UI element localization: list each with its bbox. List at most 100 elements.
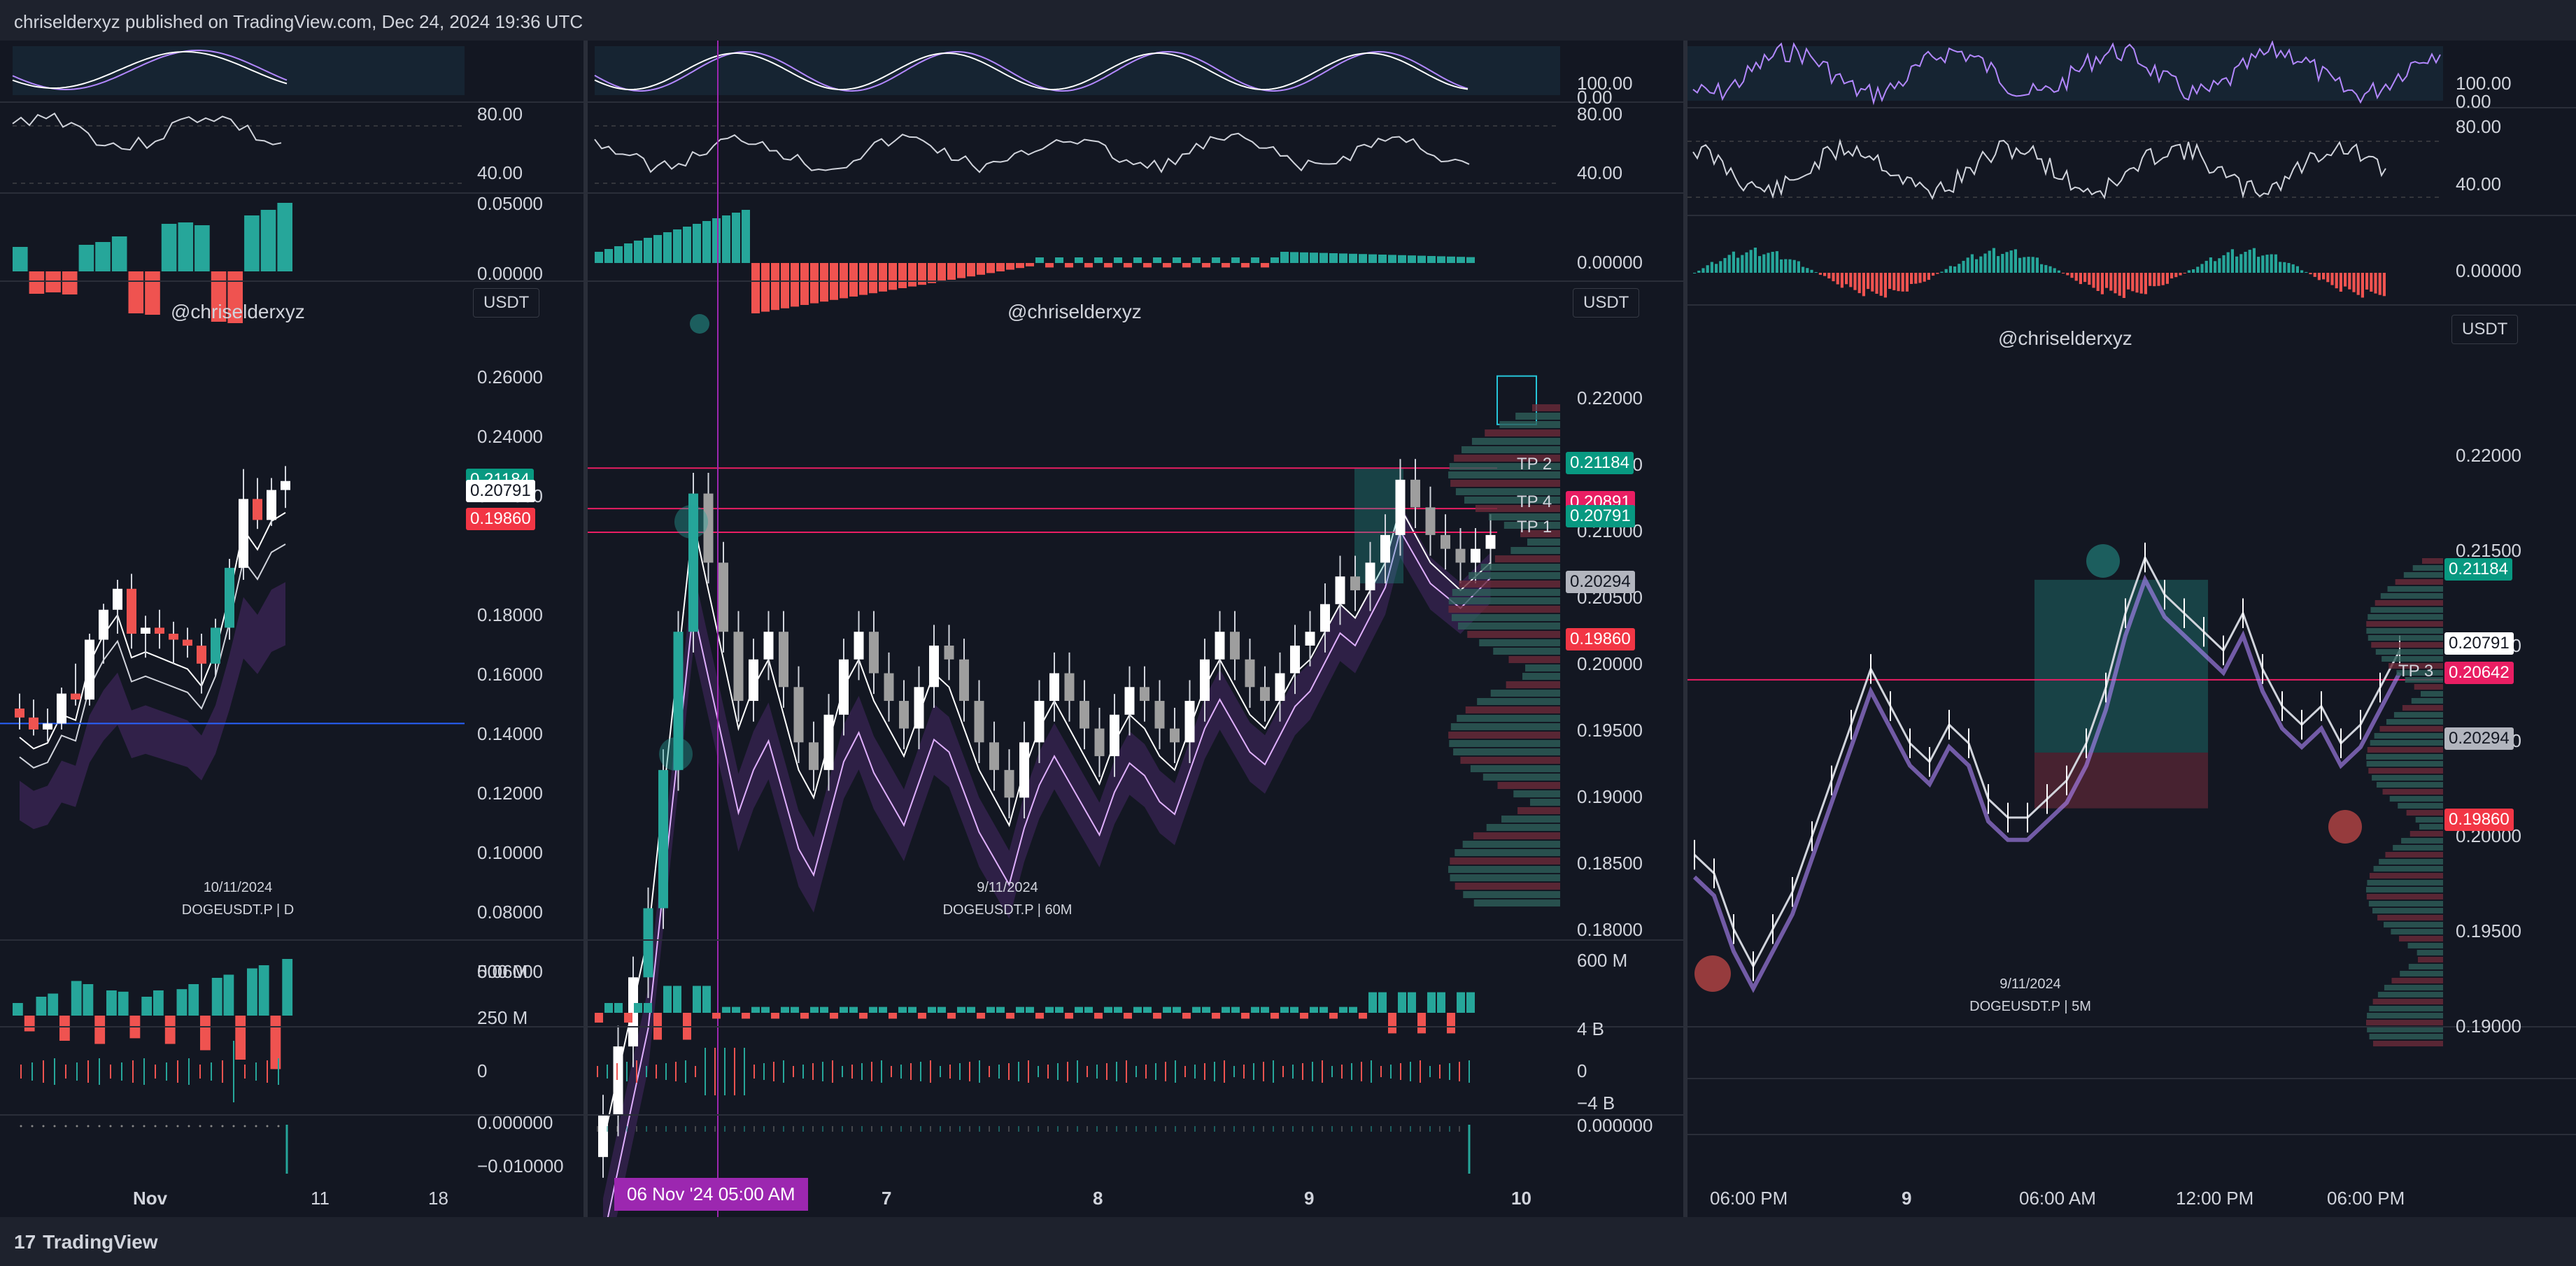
hist-bar xyxy=(1715,264,1718,273)
rsi-line xyxy=(12,50,288,91)
panel-5min[interactable]: 100.00 0.00 80.00 40.00 0.00000 @chrisel… xyxy=(1687,41,2576,1217)
hist-bar xyxy=(1749,250,1753,273)
volume-bar xyxy=(947,1013,956,1019)
hist-bar xyxy=(1719,261,1722,273)
hist-bar xyxy=(2122,273,2125,298)
price-badge: 0.19860 xyxy=(1566,628,1635,650)
volume-label-low: 250 M xyxy=(477,1007,528,1028)
volume-bar xyxy=(820,1007,828,1013)
volume-bar xyxy=(1124,1013,1132,1019)
hist-bar xyxy=(244,215,260,271)
hist-bar xyxy=(2170,273,2174,279)
volume-profile-bar xyxy=(1522,673,1560,680)
hist-bar xyxy=(1810,269,1813,273)
volume-bar xyxy=(1182,1013,1191,1019)
candle-body xyxy=(169,634,178,640)
volume-bar xyxy=(1094,1013,1103,1019)
volume-profile-bar xyxy=(1508,656,1560,663)
hist-bar xyxy=(810,263,819,304)
daily-price-tick: 0.24000 xyxy=(477,426,543,447)
ma-cloud xyxy=(603,504,1491,1217)
hist-bar xyxy=(1163,263,1171,268)
volume-profile-bar xyxy=(2384,985,2443,990)
hist-bar xyxy=(1133,257,1142,263)
hist-bar xyxy=(2118,273,2121,296)
hist-bar xyxy=(1251,257,1259,263)
volume-profile-bar xyxy=(1506,681,1560,688)
volume-profile-bar xyxy=(2408,964,2443,969)
hist-bar xyxy=(1736,257,1740,273)
volume-bar xyxy=(188,984,199,1016)
loss-zone xyxy=(2034,752,2208,809)
time-label-10: 10 xyxy=(1511,1188,1531,1209)
signal-circle xyxy=(659,737,693,771)
daily-chart-svg[interactable] xyxy=(0,41,583,1217)
volume-profile-bar xyxy=(1494,555,1560,562)
currency-button[interactable]: USDT xyxy=(1573,288,1640,318)
volume-profile-bar xyxy=(1457,715,1560,722)
volume-profile-bar xyxy=(2405,677,2443,683)
panel-daily[interactable]: 80.00 40.00 0.05000 0.00000 @chriselderx… xyxy=(0,41,583,1217)
volume-bar xyxy=(986,1007,995,1013)
volume-bar xyxy=(742,1013,750,1019)
currency-button[interactable]: USDT xyxy=(2451,315,2519,344)
hist-bar xyxy=(1732,251,1735,273)
volume-profile-bar xyxy=(2412,565,2443,571)
candle-body xyxy=(253,499,262,520)
volume-bar xyxy=(840,1007,848,1013)
candle-body xyxy=(1441,534,1450,549)
hist-bar xyxy=(2335,273,2338,289)
volume-profile-bar xyxy=(2393,712,2443,718)
volume-profile-bar xyxy=(2385,852,2443,858)
panel-divider[interactable] xyxy=(583,41,588,1217)
volume-profile-bar xyxy=(1482,774,1560,781)
hist-bar xyxy=(2356,273,2360,295)
volume-bar xyxy=(879,1007,887,1013)
hourly-chart-svg[interactable] xyxy=(588,41,1683,1217)
hist-bar xyxy=(2330,273,2334,285)
volume-bar xyxy=(928,1007,936,1013)
volume-profile-bar xyxy=(1485,429,1560,436)
five-min-chart-svg[interactable] xyxy=(1687,41,2576,1217)
hist-bar xyxy=(1706,265,1709,273)
volume-bar xyxy=(1202,1007,1210,1013)
hist-bar xyxy=(2139,273,2143,294)
osc-dot xyxy=(176,1125,179,1128)
currency-button[interactable]: USDT xyxy=(473,288,540,318)
hist-bar xyxy=(1153,257,1161,263)
volume-bar xyxy=(791,1007,799,1013)
volume-profile-bar xyxy=(1489,513,1560,520)
hist-bar xyxy=(1827,273,1831,279)
time-label-6am: 06:00 AM xyxy=(2019,1188,2096,1209)
hist-bar xyxy=(2100,273,2104,294)
hist-bar xyxy=(2057,270,2060,273)
hist-bar xyxy=(1261,263,1269,268)
hist-bar xyxy=(1745,252,1748,273)
hist-bar xyxy=(1970,254,1974,273)
hist-bar xyxy=(2270,254,2273,273)
tradingview-logo[interactable]: 17 TradingView xyxy=(14,1231,158,1253)
volume-bar xyxy=(59,1016,70,1041)
price-badge: 0.20294 xyxy=(2444,727,2514,750)
hist-bar xyxy=(1897,273,1900,292)
hist-bar xyxy=(2048,266,2052,273)
hist-bar xyxy=(663,232,672,263)
candle-body xyxy=(1094,728,1105,757)
volume-profile-bar xyxy=(2368,614,2443,620)
panel-divider[interactable] xyxy=(1683,41,1687,1217)
volume-profile-bar xyxy=(2368,768,2443,774)
hist-bar xyxy=(918,263,926,285)
panel-hourly[interactable]: 100.00 0.00 80.00 40.00 0.00000 @chrisel… xyxy=(588,41,1683,1217)
daily-price-tick: 0.14000 xyxy=(477,723,543,744)
volume-bar xyxy=(595,1013,603,1023)
rsi-label-high: 100.00 xyxy=(2456,73,2512,94)
candle-body xyxy=(1410,479,1420,508)
hist-bar xyxy=(2339,273,2342,292)
publisher-text: chriselderxyz published on TradingView.c… xyxy=(14,11,583,32)
volume-bar xyxy=(13,1003,23,1016)
volume-profile-bar xyxy=(2415,817,2443,823)
hist-bar xyxy=(2370,273,2373,292)
candle-body xyxy=(1019,742,1029,798)
volume-profile-bar xyxy=(2419,824,2443,830)
hist-bar xyxy=(1182,263,1191,268)
